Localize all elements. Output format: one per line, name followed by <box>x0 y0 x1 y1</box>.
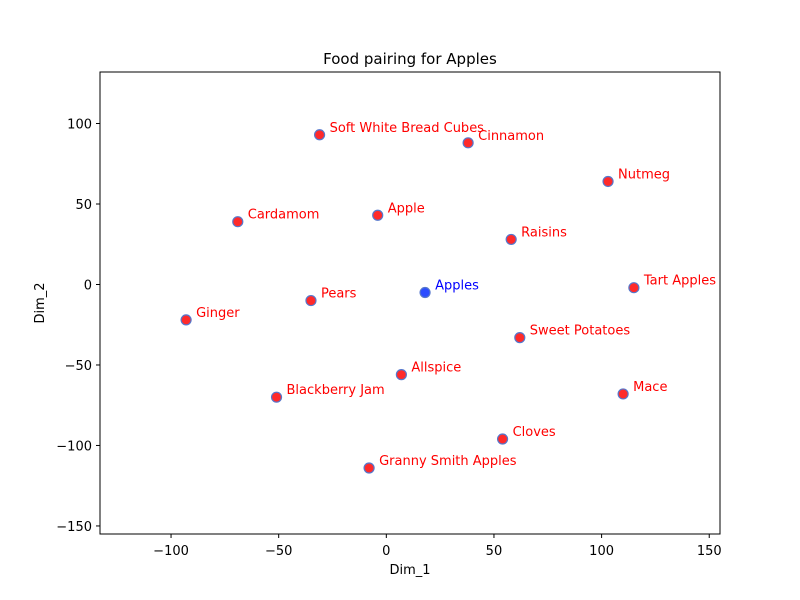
pairing-point-marker <box>270 391 283 403</box>
x-tick-label: −100 <box>153 544 189 559</box>
x-tick-label: −50 <box>265 544 292 559</box>
pairing-point-marker <box>372 209 384 221</box>
pairing-point-marker <box>180 314 192 326</box>
pairing-point-label: Cinnamon <box>478 129 544 144</box>
y-tick-label: 50 <box>75 198 92 213</box>
pairing-point-marker <box>505 233 517 246</box>
pairing-point-marker <box>496 433 509 445</box>
pairing-point-marker <box>617 388 629 400</box>
y-axis-label: Dim_2 <box>33 282 48 323</box>
y-tick-label: 0 <box>84 278 92 293</box>
plot-area-frame <box>99 71 721 535</box>
pairing-point-marker <box>514 332 526 344</box>
x-tick-label: 0 <box>382 544 390 559</box>
x-axis-label: Dim_1 <box>389 563 430 578</box>
pairing-point-label: Raisins <box>521 225 567 240</box>
y-tick-label: 100 <box>67 118 92 133</box>
y-tick-label: −100 <box>56 439 92 454</box>
target-point-marker <box>419 286 431 299</box>
pairing-point-label: Cardamom <box>248 208 320 223</box>
pairing-point-label: Pears <box>321 287 357 302</box>
pairing-point-label: Mace <box>633 380 667 395</box>
pairing-point-label: Nutmeg <box>618 167 670 182</box>
pairing-point-label: Tart Apples <box>643 274 716 289</box>
pairing-point-label: Apple <box>388 201 425 216</box>
x-tick-label: 100 <box>589 544 614 559</box>
pairing-point-label: Sweet Potatoes <box>530 324 631 339</box>
pairing-point-marker <box>363 462 375 474</box>
y-axis: −150 −100 −50 0 50 100 <box>56 118 100 535</box>
pairing-point-label: Cloves <box>513 425 556 440</box>
pairing-point-label: Ginger <box>196 306 240 321</box>
pairing-point-label: Granny Smith Apples <box>379 454 517 469</box>
pairing-point-label: Allspice <box>411 361 461 376</box>
x-axis: −100 −50 0 50 100 150 <box>153 534 722 559</box>
pairing-point-label: Blackberry Jam <box>287 383 385 398</box>
pairing-point-label: Soft White Bread Cubes <box>330 121 485 136</box>
pairing-point-marker <box>305 294 317 307</box>
x-tick-label: 150 <box>697 544 722 559</box>
pairing-point-marker <box>462 137 474 149</box>
pairing-point-marker <box>628 282 640 294</box>
pairing-point-marker <box>313 129 326 141</box>
chart-title: Food pairing for Apples <box>323 50 497 68</box>
y-tick-label: −50 <box>65 359 92 374</box>
x-tick-label: 50 <box>486 544 503 559</box>
target-point-label: Apples <box>435 279 479 294</box>
pairing-point-marker <box>395 369 407 381</box>
pairing-point-marker <box>232 216 244 228</box>
pairing-point-marker <box>602 175 614 188</box>
y-tick-label: −150 <box>56 520 92 535</box>
